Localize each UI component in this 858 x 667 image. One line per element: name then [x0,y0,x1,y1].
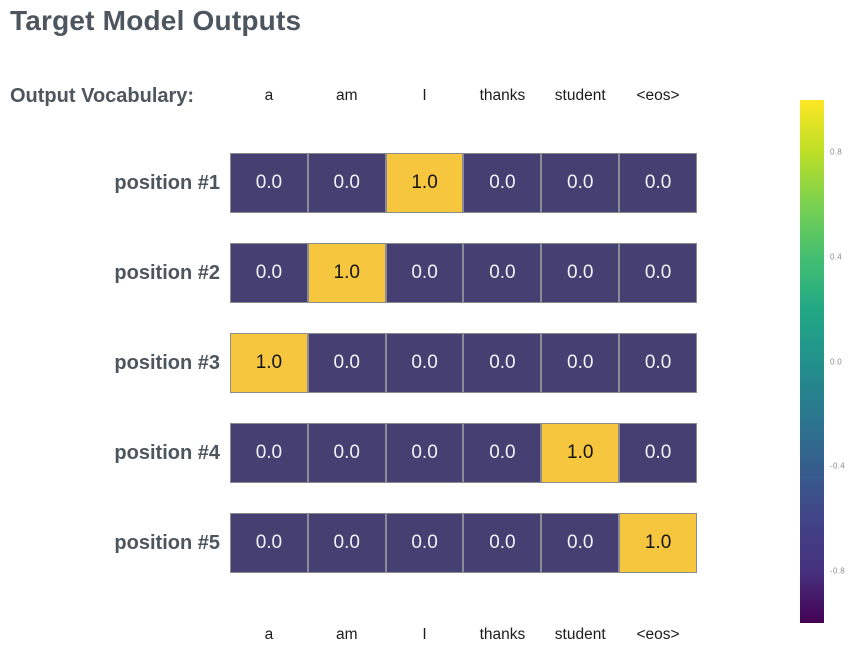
cell-r4-c2: 0.0 [306,424,385,482]
cell-r3-c3: 0.0 [384,334,463,392]
cell-r4-c6: 0.0 [618,424,696,482]
output-vocabulary-label: Output Vocabulary: [10,85,195,107]
cell-r1-c4: 0.0 [462,154,541,212]
vocab-label-bottom-3: I [422,626,427,643]
cell-r2-c1: 0.0 [231,244,307,302]
vocab-label-bottom-2: am [335,626,358,643]
cell-r5-c3: 0.0 [384,514,463,572]
row-label-position-4: position #4 [114,442,220,464]
cell-r3-c4: 0.0 [462,334,541,392]
vocab-label-top-5: student [554,87,606,104]
vocab-label-bottom-1: a [264,626,274,643]
cell-r5-c5: 0.0 [540,514,619,572]
vocab-label-top-2: am [335,87,358,104]
colorbar-tick-0.4: 0.4 [830,252,843,262]
cell-r2-c3: 0.0 [384,244,463,302]
colorbar-gradient [800,100,824,623]
cell-r1-c3: 1.0 [384,154,463,212]
row-label-position-3: position #3 [114,352,220,374]
cell-r3-c6: 0.0 [618,334,696,392]
cell-r5-c6: 1.0 [618,514,696,572]
cell-r5-c4: 0.0 [462,514,541,572]
vocab-label-top-6: <eos> [636,87,680,104]
vocab-label-top-3: I [422,87,427,104]
cell-r2-c6: 0.0 [618,244,696,302]
cell-r1-c5: 0.0 [540,154,619,212]
colorbar-tick--0.4: -0.4 [830,461,845,471]
cell-r1-c2: 0.0 [306,154,385,212]
cell-r1-c6: 0.0 [618,154,696,212]
heatmap-row-3: 1.0 0.0 0.0 0.0 0.0 0.0 [230,333,697,393]
row-label-position-2: position #2 [114,262,220,284]
cell-r1-c1: 0.0 [231,154,307,212]
cell-r4-c4: 0.0 [462,424,541,482]
cell-r3-c1: 1.0 [231,334,307,392]
vocab-label-bottom-4: thanks [479,626,526,643]
heatmap-row-5: 0.0 0.0 0.0 0.0 0.0 1.0 [230,513,697,573]
vocab-label-top-4: thanks [479,87,526,104]
cell-r5-c1: 0.0 [231,514,307,572]
cell-r2-c4: 0.0 [462,244,541,302]
heatmap-row-4: 0.0 0.0 0.0 0.0 1.0 0.0 [230,423,697,483]
colorbar-tick-0.8: 0.8 [830,147,843,157]
cell-r3-c2: 0.0 [306,334,385,392]
cell-r5-c2: 0.0 [306,514,385,572]
row-label-position-5: position #5 [114,532,220,554]
vocab-label-bottom-6: <eos> [636,626,680,643]
figure-title: Target Model Outputs [10,5,302,36]
vocab-label-bottom-5: student [554,626,606,643]
cell-r2-c5: 0.0 [540,244,619,302]
colorbar-tick-0.0: 0.0 [830,357,843,366]
colorbar-tick--0.8: -0.8 [830,566,845,576]
cell-r4-c3: 0.0 [384,424,463,482]
vocab-label-top-1: a [264,87,274,104]
row-label-position-1: position #1 [114,172,220,194]
heatmap-row-2: 0.0 1.0 0.0 0.0 0.0 0.0 [230,243,697,303]
cell-r4-c1: 0.0 [231,424,307,482]
cell-r3-c5: 0.0 [540,334,619,392]
cell-r4-c5: 1.0 [540,424,619,482]
heatmap-row-1: 0.0 0.0 1.0 0.0 0.0 0.0 [230,153,697,213]
cell-r2-c2: 1.0 [306,244,385,302]
